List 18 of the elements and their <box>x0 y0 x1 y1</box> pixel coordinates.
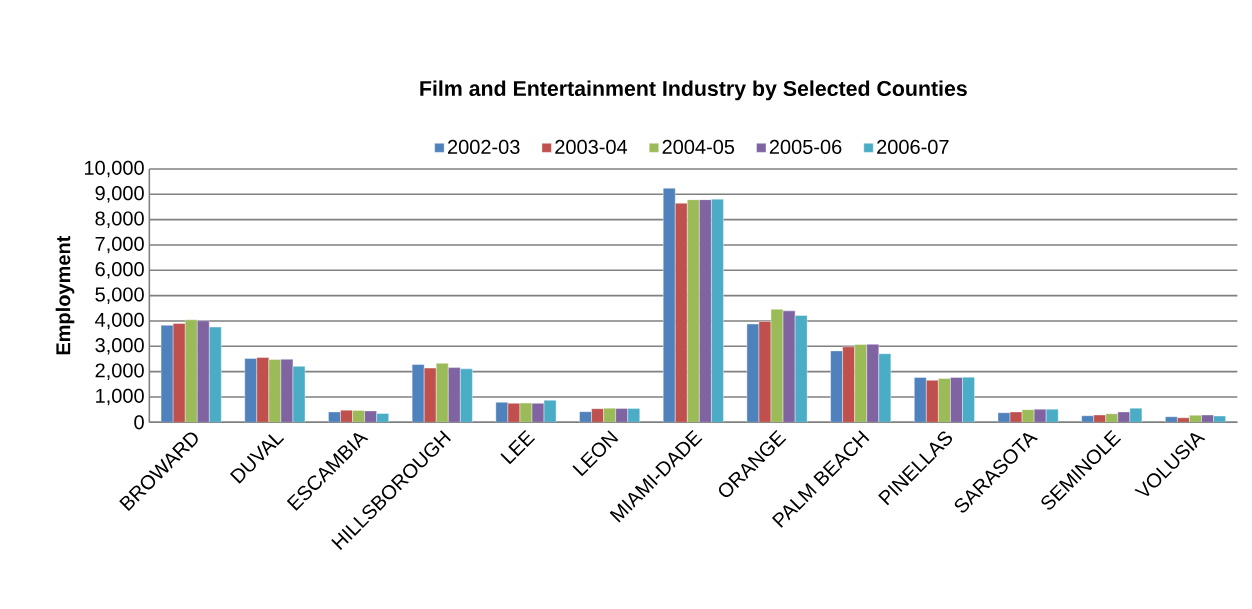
legend-label: 2006-07 <box>877 139 949 154</box>
y-tick-label: 2,000 <box>95 363 144 380</box>
y-tick-label: 5,000 <box>95 287 144 304</box>
chart-title: Film and Entertainment Industry by Selected Counties <box>420 80 967 101</box>
y-tick-label: 8,000 <box>95 211 144 228</box>
y-tick-label: 6,000 <box>95 262 144 279</box>
legend-label: 2005-06 <box>769 139 842 154</box>
y-tick-label: 7,000 <box>95 236 144 254</box>
legend-label: 2002-03 <box>448 139 520 154</box>
y-tick-label: 9,000 <box>95 186 144 203</box>
y-tick-label: 0 <box>134 415 144 430</box>
legend-label: 2004-05 <box>662 139 735 154</box>
y-tick-label: 3,000 <box>95 338 144 355</box>
legend-label: 2003-04 <box>555 139 628 154</box>
y-tick-label: 1,000 <box>96 388 144 406</box>
y-tick-label: 4,000 <box>95 312 144 330</box>
y-axis-title: Employment <box>55 235 75 355</box>
y-tick-label: 10,000 <box>84 160 144 178</box>
